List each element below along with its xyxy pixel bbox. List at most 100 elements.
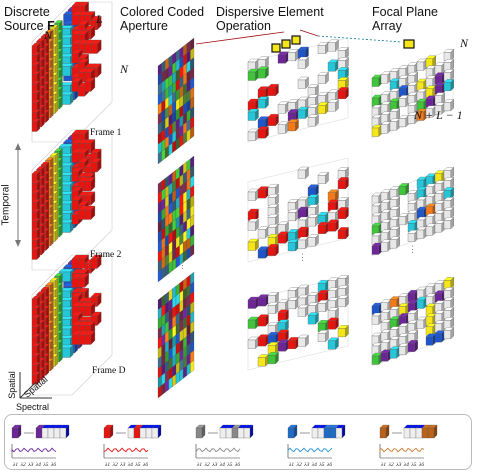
coded-aperture-frame-2 xyxy=(157,155,195,283)
axis-spectral: Spectral xyxy=(16,402,50,412)
dispersed-voxel xyxy=(371,355,379,365)
dispersed-voxel xyxy=(398,186,406,196)
source-voxel xyxy=(90,162,98,173)
dispersed-voxel xyxy=(247,319,256,329)
dispersed-voxel xyxy=(257,357,266,367)
dispersed-voxel xyxy=(434,333,442,343)
legend-spectrum-curve xyxy=(195,447,241,453)
dispersed-voxel xyxy=(407,343,415,352)
dispersed-voxel xyxy=(380,74,388,84)
dispersed-voxel xyxy=(287,122,296,132)
legend-wavelength-tick: λ3 xyxy=(395,462,401,468)
dispersed-voxel xyxy=(317,75,326,84)
ellipsis-dispersive: ⋮ xyxy=(298,252,307,262)
header-dispersive-element: Dispersive Element Operation xyxy=(216,5,324,33)
dispersed-voxel xyxy=(257,337,266,347)
legend-wavelength-tick: λ6 xyxy=(234,462,240,468)
dispersed-voxel xyxy=(398,346,406,356)
header-focal-plane: Focal Plane Array xyxy=(372,5,439,33)
dispersed-voxel xyxy=(247,339,256,349)
legend-wavelength-tick: λ2 xyxy=(388,462,394,468)
frame-2-label: Frame 2 xyxy=(90,250,122,260)
source-voxel xyxy=(78,86,85,97)
dispersed-voxel xyxy=(416,111,424,121)
legend-wavelength-tick: λ5 xyxy=(410,462,416,468)
dispersed-voxel xyxy=(307,117,316,127)
legend-spectrum-curve xyxy=(379,447,425,453)
legend-wavelength-tick: λ4 xyxy=(35,461,41,468)
dispersed-voxel xyxy=(371,315,379,325)
dispersed-voxel xyxy=(257,297,266,307)
source-voxel xyxy=(71,277,79,288)
dispersed-voxel xyxy=(307,217,316,227)
dispersed-voxel xyxy=(267,247,276,256)
legend-wavelength-tick: λ1 xyxy=(288,462,294,468)
dim-n-plus-l: N + L − 1 xyxy=(414,108,463,122)
dispersed-voxel xyxy=(247,111,256,121)
source-voxel xyxy=(90,258,98,269)
dispersed-voxel xyxy=(327,62,336,72)
coded-aperture-frame-1 xyxy=(157,37,195,165)
dispersed-voxel xyxy=(398,98,406,108)
dispersed-voxel xyxy=(257,69,266,79)
temporal-label: Temporal xyxy=(0,184,12,226)
temporal-arrow-head xyxy=(15,143,21,150)
dispersed-voxel xyxy=(317,45,326,54)
dispersed-voxel xyxy=(277,54,286,64)
dispersed-voxel xyxy=(443,82,451,92)
axis-line xyxy=(19,381,37,399)
dispersed-voxel xyxy=(327,222,336,232)
dispersed-voxel xyxy=(327,102,336,112)
dispersed-voxel xyxy=(425,336,433,346)
legend-wavelength-tick: λ4 xyxy=(311,461,317,468)
dispersed-voxel xyxy=(337,180,346,190)
source-voxel xyxy=(71,214,79,225)
dispersed-voxel xyxy=(337,230,346,240)
frame-1-label: Frame 1 xyxy=(90,128,122,138)
legend-entry-2: λ1 λ2 λ3 λ4 λ5 λ6 xyxy=(103,424,162,468)
legend-entry-3: λ1 λ2 λ3 λ4 λ5 λ6 xyxy=(195,424,254,468)
source-voxel xyxy=(78,277,85,288)
dispersed-voxel xyxy=(434,223,442,233)
dispersed-voxel xyxy=(267,87,276,96)
source-voxel xyxy=(78,209,85,220)
legend-entry-4: λ1 λ2 λ3 λ4 λ5 λ6 xyxy=(287,424,346,468)
dispersed-voxel xyxy=(247,71,256,81)
legend-source-voxel xyxy=(287,427,295,439)
source-cube-frame-d xyxy=(31,254,113,396)
dispersed-voxel xyxy=(371,77,379,87)
legend-wavelength-tick: λ3 xyxy=(303,462,309,468)
legend-wavelength-tick: λ1 xyxy=(12,462,18,468)
legend-spectrum-curve xyxy=(103,447,149,453)
dispersed-voxel xyxy=(287,52,296,62)
legend-entry-5: λ1 λ2 λ3 λ4 λ5 λ6 xyxy=(379,424,438,468)
source-voxel xyxy=(31,121,38,132)
dispersed-voxel xyxy=(257,229,266,239)
connector-red xyxy=(299,29,319,37)
legend-dispersed-voxel xyxy=(335,427,343,439)
dispersed-voxel xyxy=(371,127,379,137)
frame-d-label: Frame D xyxy=(92,366,126,376)
source-voxel xyxy=(84,334,92,345)
dispersed-voxel xyxy=(267,117,276,126)
dispersed-voxel xyxy=(371,245,379,255)
legend-wavelength-tick: λ3 xyxy=(211,462,217,468)
dispersed-voxel xyxy=(257,249,266,259)
legend-source-voxel xyxy=(103,427,111,439)
source-cube-frame-2 xyxy=(31,129,113,271)
dispersed-voxel xyxy=(317,175,326,184)
dispersed-voxel xyxy=(425,108,433,118)
dispersed-voxel xyxy=(380,242,388,252)
source-voxel xyxy=(71,334,79,345)
aperture-cell xyxy=(190,125,195,140)
legend-wavelength-tick: λ6 xyxy=(418,462,424,468)
aperture-cell xyxy=(190,243,195,258)
source-voxel xyxy=(71,81,79,92)
dispersed-voxel xyxy=(297,59,306,69)
dispersed-voxel xyxy=(380,352,388,362)
legend-wavelength-tick: λ4 xyxy=(127,461,133,468)
dim-l: L xyxy=(96,12,103,26)
dispersed-voxel xyxy=(434,105,442,115)
legend-wavelength-tick: λ3 xyxy=(27,462,33,468)
fpa-frame-1 xyxy=(371,48,455,139)
